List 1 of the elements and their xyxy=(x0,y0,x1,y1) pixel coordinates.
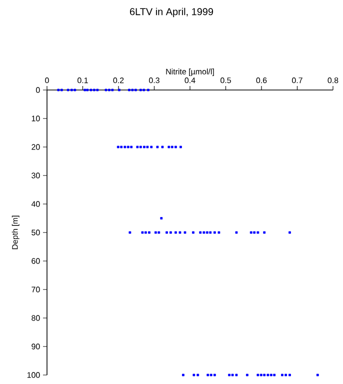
chart-title: 6LTV in April, 1999 xyxy=(130,8,214,18)
